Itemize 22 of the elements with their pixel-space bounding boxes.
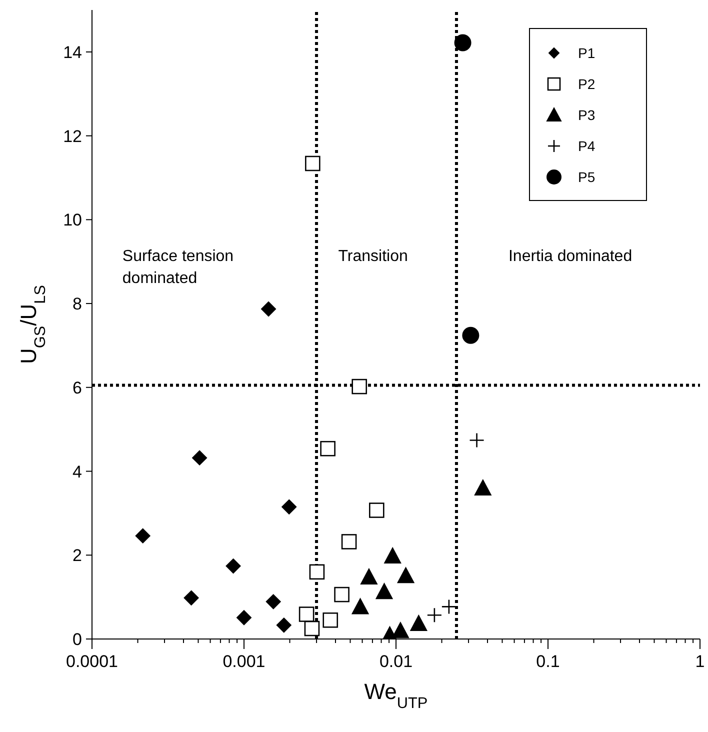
x-tick-label: 0.1 <box>536 652 560 671</box>
y-tick-label: 12 <box>63 126 82 146</box>
legend-label: P3 <box>578 106 596 122</box>
x-axis-title: We$_{UTP}$ <box>364 679 428 712</box>
annotation: Surface tension dominated <box>122 246 235 289</box>
annotation: Inertia dominated <box>508 246 634 267</box>
legend-label: P2 <box>578 76 596 92</box>
y-tick-label: 8 <box>72 294 82 314</box>
y-tick-label: 2 <box>72 546 82 566</box>
annotation: Transition <box>338 246 409 267</box>
legend-label: P5 <box>578 168 596 184</box>
x-tick-label: 0.0001 <box>66 652 118 671</box>
legend-label: P1 <box>578 44 596 60</box>
y-tick-label: 0 <box>72 630 82 649</box>
x-tick-label: 1 <box>695 652 705 671</box>
y-tick-label: 6 <box>72 378 82 398</box>
y-tick-label: 14 <box>63 42 82 62</box>
y-tick-label: 4 <box>72 462 82 482</box>
legend-label: P4 <box>578 138 596 154</box>
x-tick-label: 0.001 <box>222 652 266 671</box>
x-tick-label: 0.01 <box>379 652 413 671</box>
y-tick-label: 10 <box>63 210 82 230</box>
